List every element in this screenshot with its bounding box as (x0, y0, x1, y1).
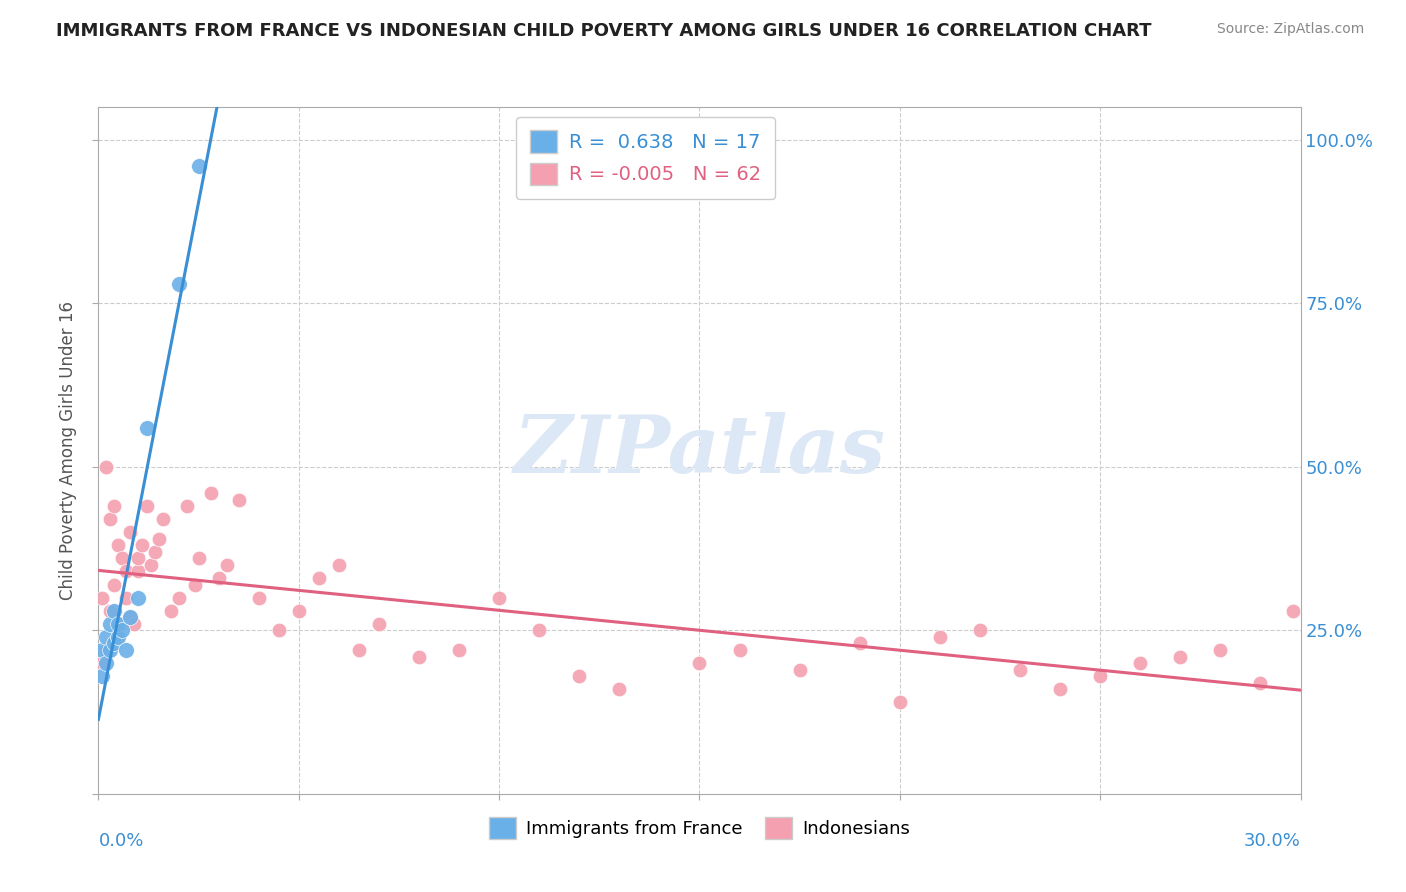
Point (111, 551, 134, 566)
Point (969, 624, 991, 638)
Point (200, 486, 222, 500)
Point (100, 512, 122, 526)
Point (148, 532, 170, 546)
Text: 0.0%: 0.0% (98, 831, 143, 850)
Text: Source: ZipAtlas.com: Source: ZipAtlas.com (1216, 22, 1364, 37)
Point (143, 545, 166, 559)
Point (488, 591, 510, 605)
Point (288, 604, 311, 618)
Point (1010, 663, 1032, 677)
Legend: Immigrants from France, Indonesians: Immigrants from France, Indonesians (481, 810, 918, 847)
Point (124, 616, 146, 631)
Point (115, 565, 138, 579)
Point (689, 656, 711, 670)
Point (128, 591, 150, 605)
Point (91, 656, 114, 670)
Point (107, 538, 129, 552)
Point (408, 649, 430, 664)
Point (789, 663, 811, 677)
Point (228, 492, 250, 507)
Y-axis label: Child Poverty Among Girls Under 16: Child Poverty Among Girls Under 16 (59, 301, 77, 600)
Point (111, 616, 134, 631)
Point (96, 459, 118, 474)
Point (120, 525, 142, 540)
Point (103, 577, 125, 591)
Point (103, 604, 125, 618)
Point (1170, 649, 1192, 664)
Point (1129, 656, 1152, 670)
Text: 30.0%: 30.0% (1244, 831, 1301, 850)
Point (368, 616, 391, 631)
Point (1281, 604, 1303, 618)
Point (128, 551, 150, 566)
Point (103, 636, 125, 650)
Point (609, 682, 631, 697)
Point (167, 277, 190, 291)
Point (152, 512, 174, 526)
Point (100, 643, 122, 657)
Point (247, 591, 270, 605)
Point (107, 630, 129, 644)
Point (107, 616, 129, 631)
Point (529, 624, 551, 638)
Point (1250, 675, 1272, 690)
Point (929, 630, 952, 644)
Point (103, 499, 125, 513)
Point (167, 591, 190, 605)
Point (120, 610, 142, 624)
Point (208, 571, 231, 585)
Point (107, 630, 129, 644)
Point (100, 616, 122, 631)
Point (849, 636, 872, 650)
Text: ZIPatlas: ZIPatlas (513, 412, 886, 489)
Point (91, 591, 114, 605)
Point (1209, 643, 1232, 657)
Point (111, 624, 134, 638)
Point (1049, 682, 1071, 697)
Point (96, 643, 118, 657)
Point (568, 669, 591, 683)
Point (91, 669, 114, 683)
Point (96, 630, 118, 644)
Point (96, 656, 118, 670)
Point (128, 565, 150, 579)
Point (447, 643, 470, 657)
Point (215, 558, 238, 572)
Point (187, 159, 209, 173)
Point (308, 571, 330, 585)
Point (728, 643, 751, 657)
Point (91, 643, 114, 657)
Point (115, 643, 138, 657)
Point (115, 591, 138, 605)
Point (135, 420, 157, 434)
Point (1088, 669, 1111, 683)
Point (120, 610, 142, 624)
Point (135, 499, 157, 513)
Point (139, 558, 162, 572)
Point (267, 624, 290, 638)
Point (183, 577, 205, 591)
Text: IMMIGRANTS FROM FRANCE VS INDONESIAN CHILD POVERTY AMONG GIRLS UNDER 16 CORRELAT: IMMIGRANTS FROM FRANCE VS INDONESIAN CHI… (56, 22, 1152, 40)
Point (176, 499, 198, 513)
Point (131, 538, 153, 552)
Point (187, 551, 209, 566)
Point (347, 643, 370, 657)
Point (889, 695, 911, 709)
Point (159, 604, 181, 618)
Point (328, 558, 350, 572)
Point (100, 604, 122, 618)
